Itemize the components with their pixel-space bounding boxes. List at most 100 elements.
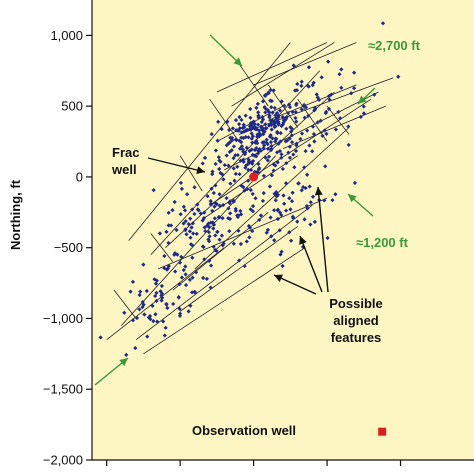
event-point [279, 152, 284, 157]
event-point [237, 146, 243, 151]
event-point [226, 163, 231, 168]
event-point [246, 178, 251, 183]
event-point [158, 289, 163, 294]
event-point [299, 83, 304, 88]
event-point [235, 164, 240, 169]
event-point [244, 239, 249, 244]
aligned-features-label-line3: features [331, 330, 382, 345]
event-point [258, 133, 263, 138]
event-point [177, 260, 183, 265]
event-point [262, 93, 267, 98]
event-point [290, 109, 295, 115]
event-point [206, 237, 211, 242]
y-axis-title: Northing, ft [8, 179, 23, 250]
event-point [260, 198, 266, 204]
event-point [231, 241, 236, 246]
event-point [352, 86, 357, 91]
event-point [225, 119, 230, 124]
event-point [137, 292, 142, 298]
event-point [312, 139, 317, 144]
event-point [286, 110, 291, 116]
event-point [181, 221, 186, 226]
event-point [249, 147, 254, 152]
event-point [216, 119, 221, 124]
event-point [327, 97, 332, 102]
event-point [140, 299, 145, 305]
annotations: Frac well Possible aligned features ≈2,7… [94, 34, 421, 438]
y-tick-label: 1,000 [50, 28, 83, 43]
event-point [254, 105, 259, 110]
event-point [256, 110, 261, 115]
event-point [288, 125, 293, 130]
event-point [217, 166, 222, 172]
event-point [221, 241, 226, 246]
plot-area [92, 0, 474, 460]
event-point [261, 191, 266, 196]
event-point [241, 185, 246, 190]
event-point [293, 109, 298, 115]
event-point [396, 74, 401, 79]
frac-well-label-line1: Frac [112, 145, 139, 160]
event-point [294, 102, 299, 108]
event-point [312, 219, 317, 224]
event-point [247, 235, 252, 240]
event-point [287, 230, 292, 235]
event-point [215, 138, 220, 143]
event-point [310, 149, 315, 154]
event-point [265, 158, 270, 163]
event-point [237, 126, 242, 131]
event-point [124, 352, 129, 357]
cross-feature-line [150, 233, 174, 263]
event-point [189, 225, 194, 230]
event-point [176, 295, 181, 300]
event-point [241, 159, 246, 164]
event-point [164, 267, 170, 272]
event-point [252, 124, 257, 130]
event-point [264, 140, 269, 145]
event-point [211, 226, 216, 231]
event-point [271, 162, 276, 167]
event-point [265, 142, 270, 147]
event-point [325, 235, 330, 241]
event-point [263, 110, 268, 115]
event-point [168, 223, 174, 228]
event-point [178, 212, 183, 217]
event-point [260, 117, 266, 122]
event-point [273, 163, 278, 168]
event-point [238, 241, 243, 247]
event-point [178, 180, 184, 185]
event-point [256, 113, 261, 119]
event-point [315, 120, 320, 125]
event-point [159, 283, 164, 289]
event-point [164, 229, 169, 234]
event-point [230, 126, 235, 131]
event-point [272, 208, 277, 213]
event-point [207, 234, 212, 239]
aligned-feature-line [150, 70, 321, 256]
event-point [268, 147, 274, 153]
y-tick-label: −500 [54, 240, 83, 255]
event-point [173, 269, 178, 274]
event-point [175, 252, 180, 257]
event-point [133, 345, 138, 351]
event-point [372, 92, 377, 97]
aligned-feature-line [106, 247, 225, 341]
event-point [218, 170, 223, 176]
event-point [267, 134, 273, 139]
event-point [312, 108, 317, 113]
event-point [221, 177, 226, 182]
event-point [270, 136, 275, 141]
event-point [225, 141, 231, 147]
event-point [212, 216, 217, 221]
aligned-feature-line [268, 84, 357, 121]
feature-pointer-arrow [299, 235, 323, 293]
event-point [237, 172, 242, 177]
event-point [217, 158, 222, 163]
event-point [246, 161, 251, 166]
event-point [319, 75, 324, 80]
event-point [208, 285, 213, 290]
event-point [122, 310, 127, 315]
event-point [179, 254, 184, 259]
event-point [246, 135, 251, 140]
event-point [187, 229, 192, 234]
